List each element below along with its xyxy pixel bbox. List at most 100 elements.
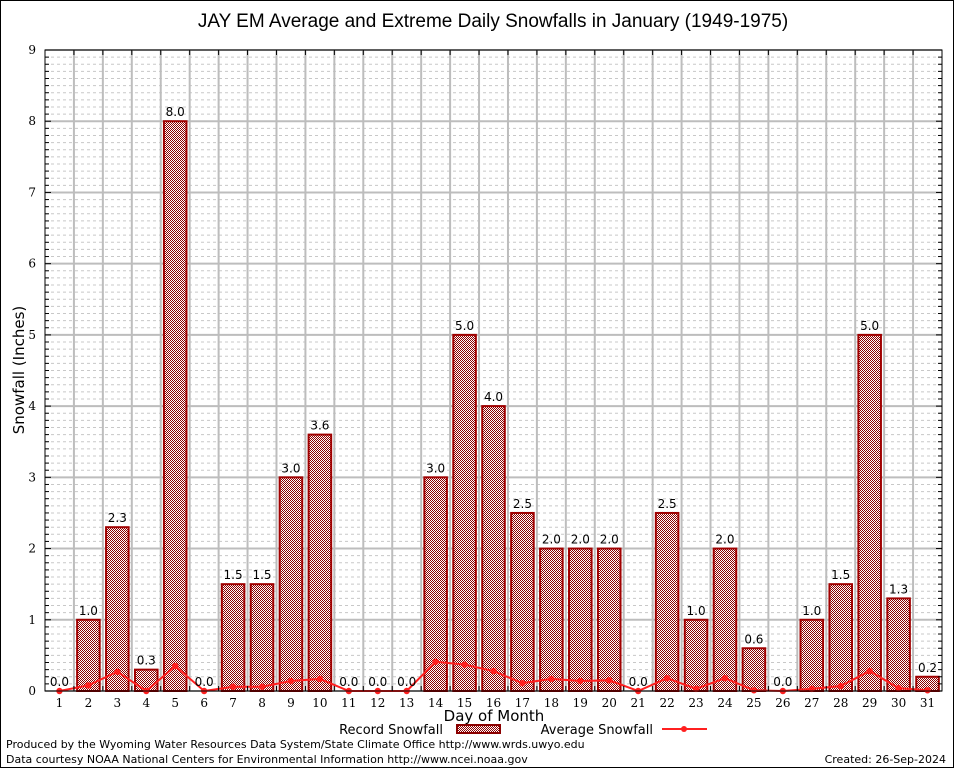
x-tick-label: 18 xyxy=(544,696,559,710)
bar-label-day-5: 8.0 xyxy=(166,105,185,119)
bar-day-17 xyxy=(510,511,535,693)
bar-label-day-4: 0.3 xyxy=(137,654,156,668)
bar-label-day-24: 2.0 xyxy=(715,533,734,547)
bar-label-day-15: 5.0 xyxy=(455,319,474,333)
bar-day-25 xyxy=(741,647,767,692)
y-tick-label: 2 xyxy=(28,542,36,556)
y-tick-label: 9 xyxy=(28,43,36,57)
bar-label-day-26: 0.0 xyxy=(773,675,792,689)
bar-day-27 xyxy=(799,618,825,692)
bar-day-5 xyxy=(162,120,188,692)
x-tick-label: 1 xyxy=(56,696,64,710)
x-tick-label: 14 xyxy=(428,696,444,710)
x-tick-label: 7 xyxy=(229,696,237,710)
x-tick-label: 28 xyxy=(833,696,848,710)
bar-day-30 xyxy=(886,597,911,693)
x-tick-label: 31 xyxy=(920,696,935,710)
bar-label-day-23: 1.0 xyxy=(687,604,706,618)
average-point-day-29 xyxy=(866,667,873,675)
x-tick-label: 2 xyxy=(85,696,93,710)
footer-created-date: Created: 26-Sep-2024 xyxy=(825,753,946,766)
x-tick-label: 6 xyxy=(200,696,208,710)
x-tick-label: 5 xyxy=(171,696,179,710)
bar-day-28 xyxy=(828,583,854,693)
bar-label-day-21: 0.0 xyxy=(629,675,648,689)
bar-label-day-22: 2.5 xyxy=(658,497,677,511)
bar-day-3 xyxy=(105,526,130,693)
bar-label-day-19: 2.0 xyxy=(571,533,590,547)
average-point-day-31 xyxy=(924,687,931,694)
average-point-day-27 xyxy=(808,685,815,693)
y-tick-label: 8 xyxy=(28,114,36,128)
average-point-day-23 xyxy=(692,685,700,693)
x-tick-label: 20 xyxy=(602,696,617,710)
chart-title: JAY EM Average and Extreme Daily Snowfal… xyxy=(198,11,788,32)
bar-day-8 xyxy=(249,583,275,693)
average-point-day-16 xyxy=(490,667,497,675)
average-point-day-18 xyxy=(548,675,555,683)
average-point-day-2 xyxy=(85,682,92,689)
x-tick-label: 23 xyxy=(688,696,703,710)
bar-day-2 xyxy=(76,618,101,692)
x-tick-label: 8 xyxy=(258,696,266,710)
bar-label-day-7: 1.5 xyxy=(224,568,243,582)
bar-label-day-2: 1.0 xyxy=(79,604,98,618)
x-tick-label: 16 xyxy=(486,696,501,710)
bar-label-day-14: 3.0 xyxy=(426,461,445,475)
x-tick-label: 11 xyxy=(341,696,356,710)
bar-day-29 xyxy=(857,333,882,692)
x-tick-label: 29 xyxy=(862,696,877,710)
average-point-day-7 xyxy=(229,683,237,690)
legend-marker-average xyxy=(681,726,687,732)
average-point-day-8 xyxy=(258,683,266,690)
bar-day-9 xyxy=(278,476,304,693)
y-tick-label: 6 xyxy=(28,257,36,271)
bar-day-7 xyxy=(220,583,246,693)
bar-day-10 xyxy=(307,433,333,692)
average-point-day-5 xyxy=(172,662,179,670)
bar-label-day-8: 1.5 xyxy=(252,568,271,582)
x-tick-label: 9 xyxy=(287,696,295,710)
bar-label-day-29: 5.0 xyxy=(860,319,879,333)
x-tick-label: 24 xyxy=(717,696,733,710)
bar-value-labels: 0.0 1.0 2.3 0.3 8.0 0.0 1.5 1.5 3.0 3.6 0.0 0.0 0.0 3… xyxy=(50,105,937,689)
bar-label-day-9: 3.0 xyxy=(281,461,300,475)
bar-label-day-3: 2.3 xyxy=(108,511,127,525)
x-tick-label: 27 xyxy=(804,696,819,710)
footer-produced-by: Produced by the Wyoming Water Resources … xyxy=(6,738,585,751)
bar-label-day-25: 0.6 xyxy=(744,632,763,646)
bar-label-day-16: 4.0 xyxy=(484,390,503,404)
x-tick-label: 26 xyxy=(775,696,790,710)
average-point-day-20 xyxy=(606,677,613,684)
y-tick-label: 3 xyxy=(28,470,36,484)
average-point-day-28 xyxy=(837,682,844,690)
legend-swatch-record xyxy=(456,724,501,734)
bar-label-day-20: 2.0 xyxy=(600,533,619,547)
x-tick-label: 30 xyxy=(891,696,906,710)
bar-day-18 xyxy=(539,547,564,692)
x-tick-label: 12 xyxy=(370,696,385,710)
average-point-day-3 xyxy=(114,668,121,675)
x-tick-label: 25 xyxy=(746,696,761,710)
record-snowfall-bars xyxy=(76,120,940,693)
bar-day-4 xyxy=(133,668,159,693)
bar-day-23 xyxy=(683,618,709,692)
average-point-day-15 xyxy=(461,661,468,668)
x-tick-label: 13 xyxy=(399,696,414,710)
x-tick-label: 22 xyxy=(659,696,674,710)
bar-label-day-11: 0.0 xyxy=(339,675,358,689)
average-point-day-22 xyxy=(663,674,671,682)
bar-label-day-17: 2.5 xyxy=(513,497,532,511)
legend-label-average: Average Snowfall xyxy=(541,723,653,738)
bar-label-day-12: 0.0 xyxy=(368,675,387,689)
legend: Record Snowfall Average Snowfall xyxy=(339,723,707,738)
x-tick-label: 21 xyxy=(631,696,646,710)
x-tick-label: 15 xyxy=(457,696,472,710)
bar-label-day-30: 1.3 xyxy=(889,582,908,596)
y-tick-label: 4 xyxy=(28,399,36,413)
bar-label-day-13: 0.0 xyxy=(397,675,416,689)
x-tick-label: 10 xyxy=(312,696,327,710)
x-tick-label: 19 xyxy=(573,696,588,710)
bar-label-day-31: 0.2 xyxy=(918,661,937,675)
